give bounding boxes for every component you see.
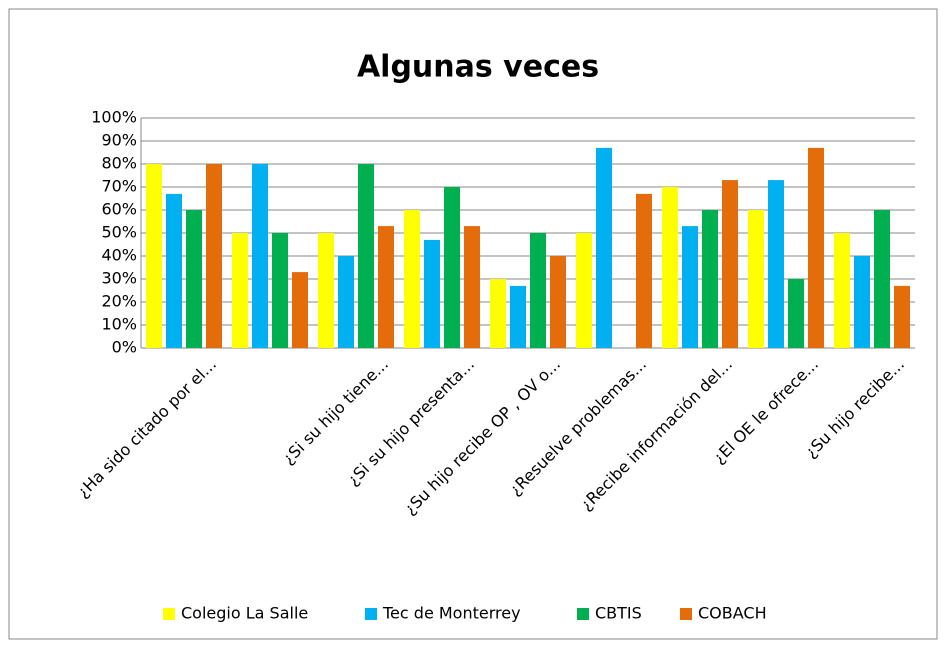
y-tick-label: 10% bbox=[101, 315, 137, 334]
bar bbox=[788, 279, 804, 348]
bar bbox=[318, 233, 334, 348]
bar bbox=[378, 226, 394, 348]
bar bbox=[596, 147, 612, 348]
bar bbox=[490, 279, 506, 348]
y-tick-label: 0% bbox=[112, 338, 137, 357]
legend-label: COBACH bbox=[698, 604, 767, 623]
legend-label: Tec de Monterrey bbox=[382, 604, 521, 623]
y-tick-label: 20% bbox=[101, 292, 137, 311]
bar bbox=[636, 193, 652, 348]
bar bbox=[834, 233, 850, 348]
y-tick-label: 80% bbox=[101, 154, 137, 173]
bar bbox=[464, 226, 480, 348]
y-tick-label: 50% bbox=[101, 223, 137, 242]
bar bbox=[338, 256, 354, 348]
bar bbox=[186, 210, 202, 348]
chart-title: Algunas veces bbox=[357, 50, 599, 85]
bar bbox=[358, 164, 374, 348]
y-tick-label: 100% bbox=[91, 108, 137, 127]
y-tick-label: 90% bbox=[101, 131, 137, 150]
bar bbox=[272, 233, 288, 348]
bar bbox=[146, 164, 162, 348]
bar bbox=[808, 147, 824, 348]
legend-label: CBTIS bbox=[595, 604, 642, 623]
y-tick-label: 40% bbox=[101, 246, 137, 265]
bar bbox=[662, 187, 678, 348]
y-tick-label: 70% bbox=[101, 177, 137, 196]
bar bbox=[530, 233, 546, 348]
bar bbox=[424, 239, 440, 348]
bar bbox=[682, 226, 698, 348]
bar bbox=[404, 210, 420, 348]
bar bbox=[550, 256, 566, 348]
bar bbox=[444, 187, 460, 348]
bar bbox=[292, 272, 308, 348]
bar bbox=[722, 180, 738, 348]
bar bbox=[232, 233, 248, 348]
bar bbox=[206, 164, 222, 348]
legend-swatch bbox=[163, 608, 175, 620]
bar bbox=[748, 210, 764, 348]
bar bbox=[768, 180, 784, 348]
bar bbox=[874, 210, 890, 348]
legend-label: Colegio La Salle bbox=[181, 604, 308, 623]
bar bbox=[894, 285, 910, 348]
bar bbox=[510, 285, 526, 348]
bar bbox=[702, 210, 718, 348]
y-tick-label: 30% bbox=[101, 269, 137, 288]
legend-swatch bbox=[680, 608, 692, 620]
bar bbox=[166, 193, 182, 348]
bar bbox=[252, 164, 268, 348]
bar bbox=[576, 233, 592, 348]
legend-swatch bbox=[365, 608, 377, 620]
bar bbox=[854, 256, 870, 348]
legend-swatch bbox=[577, 608, 589, 620]
y-tick-label: 60% bbox=[101, 200, 137, 219]
